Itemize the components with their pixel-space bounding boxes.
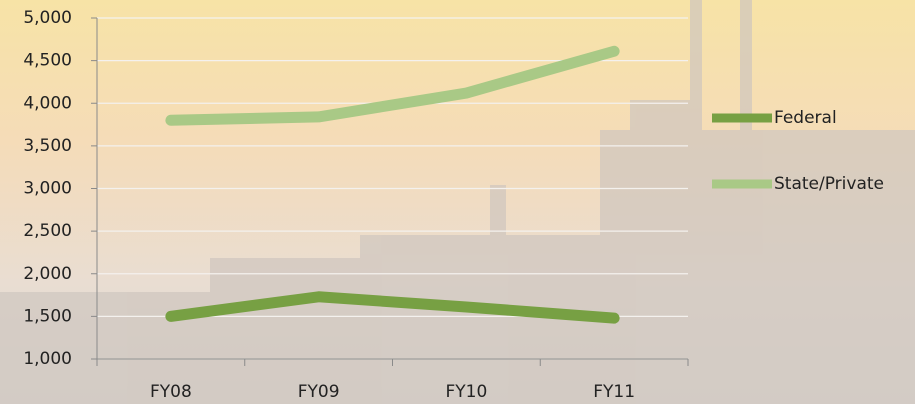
line-series [165, 45, 620, 126]
line-series [165, 291, 620, 324]
legend-label: State/Private [774, 174, 884, 194]
y-tick-label: 4,000 [23, 93, 72, 113]
x-tick-label: FY08 [150, 382, 192, 402]
y-tick-label: 2,000 [23, 264, 72, 284]
y-tick-label: 1,500 [23, 306, 72, 326]
y-tick-label: 2,500 [23, 221, 72, 241]
y-tick-label: 4,500 [23, 51, 72, 71]
x-tick-label: FY09 [298, 382, 340, 402]
y-tick-label: 5,000 [23, 8, 72, 28]
x-tick-label: FY11 [593, 382, 635, 402]
y-tick-label: 3,500 [23, 136, 72, 156]
y-tick-label: 1,000 [23, 349, 72, 369]
y-tick-label: 3,000 [23, 179, 72, 199]
legend-label: Federal [774, 108, 837, 128]
x-tick-label: FY10 [445, 382, 487, 402]
